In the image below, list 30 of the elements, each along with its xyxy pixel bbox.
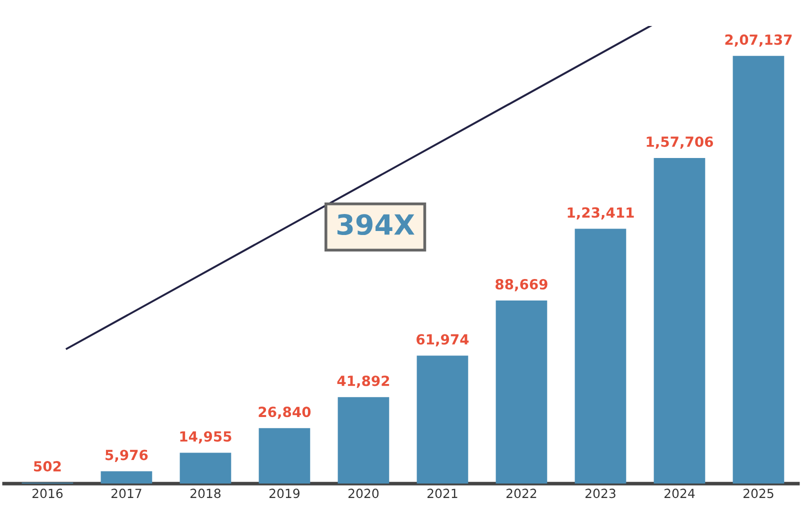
annotation: 394X (337, 214, 414, 236)
data-label: 2,07,137 (725, 34, 792, 47)
x-tick-label: 2022 (506, 488, 536, 498)
data-label: 61,974 (416, 334, 469, 346)
bar (338, 397, 390, 484)
bar (496, 300, 548, 484)
data-label: 14,955 (180, 431, 232, 444)
data-label: 1,23,411 (568, 207, 634, 220)
x-tick-label: 2016 (32, 488, 63, 498)
x-tick-label: 2024 (664, 488, 695, 498)
bar (180, 452, 232, 484)
bar (100, 471, 152, 484)
x-tick-label: 2021 (427, 488, 458, 498)
data-label: 502 (34, 461, 61, 472)
data-label: 5,976 (106, 450, 148, 462)
data-label: 41,892 (337, 376, 390, 388)
bar (574, 228, 626, 484)
x-tick-label: 2017 (111, 488, 142, 498)
bar (732, 56, 784, 484)
bar (654, 158, 706, 484)
bar (258, 428, 310, 484)
data-label: 88,669 (496, 279, 548, 292)
x-tick-label: 2020 (348, 488, 379, 498)
x-tick-label: 2018 (190, 488, 221, 498)
x-tick-label: 2025 (744, 488, 774, 498)
data-label: 1,57,706 (646, 136, 714, 149)
bar (416, 356, 468, 484)
x-tick-label: 2023 (585, 488, 616, 498)
data-label: 26,840 (258, 406, 311, 419)
x-tick-label: 2019 (269, 488, 300, 498)
